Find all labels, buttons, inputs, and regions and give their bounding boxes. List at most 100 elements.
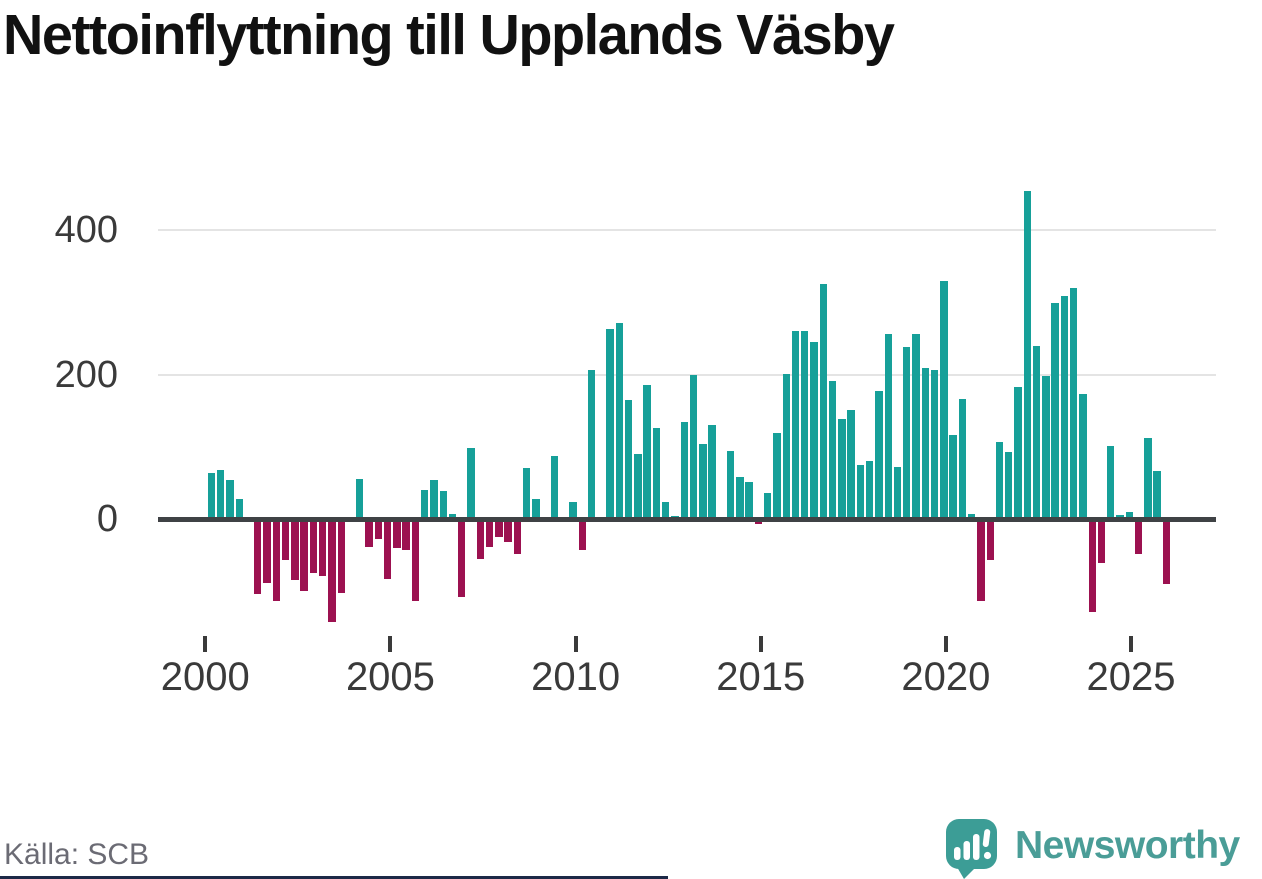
newsworthy-bubble-chart-icon <box>946 819 997 879</box>
bar-2001Q4 <box>272 519 280 601</box>
bar-2001Q2 <box>254 519 262 594</box>
bar-2019Q4 <box>940 280 948 520</box>
newsworthy-logo-text: Newsworthy <box>1015 824 1240 867</box>
bar-2012Q2 <box>662 501 670 520</box>
newsworthy-logo: Newsworthy <box>945 818 1240 879</box>
bar-2004Q4 <box>383 519 392 579</box>
bar-2007Q3 <box>485 519 494 547</box>
bar-2021Q4 <box>1014 387 1022 520</box>
x-tick-2010 <box>573 636 578 652</box>
x-tick-2005 <box>388 636 393 652</box>
bar-2025Q4 <box>1162 519 1171 585</box>
bar-2018Q3 <box>893 467 902 520</box>
bar-2020Q3 <box>968 514 976 520</box>
bar-2022Q2 <box>1032 345 1041 520</box>
bar-2022Q3 <box>1042 376 1050 520</box>
bar-2017Q1 <box>838 418 846 520</box>
footer-progress-bar <box>0 876 668 879</box>
bar-2022Q1 <box>1023 190 1032 520</box>
bar-2003Q1 <box>318 519 327 577</box>
bar-2002Q3 <box>300 519 308 591</box>
y-tick-label-200: 200 <box>54 353 118 396</box>
bar-2023Q2 <box>1069 288 1078 520</box>
bar-2016Q3 <box>819 283 828 520</box>
bar-2000Q1 <box>207 473 216 520</box>
bar-2001Q3 <box>263 519 271 583</box>
bar-2022Q4 <box>1051 302 1059 520</box>
bar-2002Q2 <box>291 519 299 580</box>
bar-2015Q2 <box>773 432 781 520</box>
bar-2006Q4 <box>458 519 466 598</box>
bar-2011Q3 <box>634 453 642 520</box>
bar-2012Q4 <box>680 422 688 520</box>
x-tick-label-2015: 2015 <box>716 655 806 699</box>
bar-2005Q2 <box>402 519 410 550</box>
bar-2020Q4 <box>977 519 985 601</box>
bar-2019Q1 <box>912 333 920 520</box>
bar-2007Q1 <box>467 447 475 520</box>
bar-2018Q4 <box>903 347 911 520</box>
bar-2013Q2 <box>699 444 707 520</box>
bar-2014Q3 <box>745 481 753 520</box>
x-axis-baseline <box>158 517 1216 522</box>
bar-2018Q1 <box>875 390 883 520</box>
bar-2015Q1 <box>764 492 772 520</box>
bar-2007Q4 <box>495 519 503 538</box>
bar-2024Q4 <box>1125 512 1134 520</box>
bar-2013Q3 <box>708 425 716 520</box>
bar-2000Q2 <box>216 470 225 520</box>
bar-2016Q1 <box>801 331 809 520</box>
y-tick-label-400: 400 <box>54 209 118 252</box>
bar-2009Q4 <box>569 501 577 520</box>
bar-2017Q4 <box>866 460 874 520</box>
bar-2016Q2 <box>810 342 818 520</box>
bar-2004Q2 <box>365 519 373 548</box>
x-tick-label-2025: 2025 <box>1086 655 1176 699</box>
bar-2002Q4 <box>309 519 318 573</box>
source-label: Källa: SCB <box>4 838 150 871</box>
bar-2025Q3 <box>1153 470 1161 520</box>
bar-2020Q2 <box>958 399 967 520</box>
x-tick-label-2000: 2000 <box>160 655 250 699</box>
bar-2012Q1 <box>652 427 661 520</box>
bar-2017Q3 <box>856 465 865 520</box>
x-tick-2015 <box>758 636 763 652</box>
bar-2011Q2 <box>624 400 633 520</box>
bar-2008Q4 <box>532 499 540 520</box>
bar-2008Q1 <box>504 519 512 542</box>
bar-2003Q3 <box>337 519 345 593</box>
bar-2005Q3 <box>411 519 420 601</box>
bar-2004Q1 <box>356 478 364 520</box>
bar-2023Q1 <box>1060 296 1069 520</box>
bar-2025Q2 <box>1144 438 1152 520</box>
bar-2009Q2 <box>550 455 559 520</box>
bar-2021Q1 <box>986 519 994 561</box>
bar-2021Q3 <box>1005 452 1013 520</box>
y-tick-label-0: 0 <box>96 498 118 541</box>
x-tick-2025 <box>1129 636 1133 652</box>
bar-2025Q1 <box>1134 519 1143 554</box>
gridline-200 <box>158 373 1216 376</box>
bar-2005Q4 <box>420 489 429 520</box>
bar-2019Q2 <box>921 368 930 520</box>
x-tick-label-2010: 2010 <box>531 655 621 699</box>
bar-2018Q2 <box>884 333 892 520</box>
bar-2006Q3 <box>448 513 457 520</box>
bar-2002Q1 <box>281 519 290 560</box>
bar-2006Q1 <box>430 479 438 520</box>
bar-2005Q1 <box>393 519 401 549</box>
chart-title: Nettoinflyttning till Upplands Väsby <box>3 3 895 67</box>
bar-2021Q2 <box>995 441 1004 520</box>
bar-2000Q4 <box>235 499 243 520</box>
bar-2015Q3 <box>782 374 790 520</box>
bar-2014Q1 <box>726 451 735 520</box>
gridline-400 <box>158 229 1216 232</box>
bar-2008Q2 <box>513 519 522 554</box>
bar-2023Q4 <box>1088 519 1096 613</box>
bar-2010Q2 <box>587 369 596 520</box>
bar-2006Q2 <box>439 491 447 520</box>
bar-2004Q3 <box>374 519 382 539</box>
bar-2014Q2 <box>736 476 744 520</box>
